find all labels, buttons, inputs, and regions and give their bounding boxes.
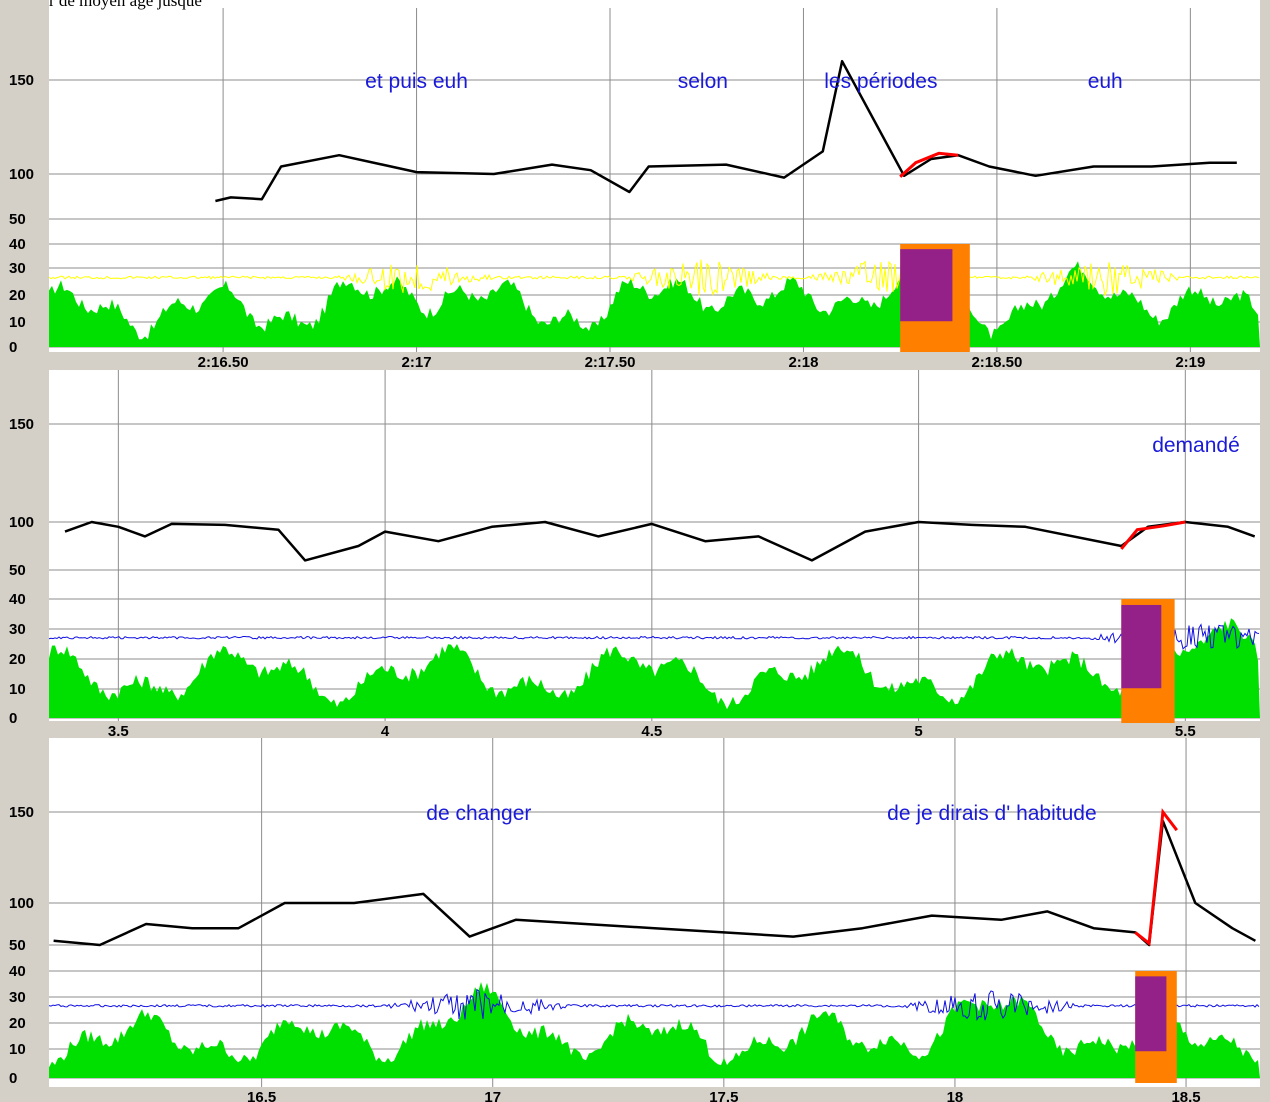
x-tick-label: 5 <box>914 723 922 740</box>
y-tick-label: 40 <box>9 591 26 608</box>
x-tick-label: 17.5 <box>709 1089 738 1102</box>
y-tick-label: 10 <box>9 314 26 331</box>
x-tick-label: 17 <box>484 1089 501 1102</box>
word-annotation: demandé <box>1152 434 1240 457</box>
y-tick-label: 20 <box>9 651 26 668</box>
intensity-area <box>49 618 1260 718</box>
pitch-curve <box>215 59 1237 203</box>
pitch-highlight <box>899 151 959 178</box>
x-tick-label: 2:17 <box>402 354 432 371</box>
x-tick-label: 2:19 <box>1175 354 1205 371</box>
y-tick-label: 0 <box>9 339 17 356</box>
word-annotation: et puis euh <box>365 70 468 93</box>
x-tick-label: 4 <box>381 723 390 740</box>
x-axis-band-2 <box>0 721 1270 738</box>
pitch-highlight <box>1134 808 1178 947</box>
pitch-curve <box>64 520 1256 562</box>
x-tick-label: 2:18.50 <box>971 354 1022 371</box>
y-tick-label: 40 <box>9 963 26 980</box>
x-axis-band-1 <box>0 352 1270 370</box>
y-tick-label: 0 <box>9 710 17 727</box>
pitch-highlight <box>1120 520 1186 550</box>
y-tick-label: 30 <box>9 989 26 1006</box>
y-tick-label: 30 <box>9 621 26 638</box>
y-tick-label: 20 <box>9 287 26 304</box>
pitch-curve <box>53 819 1256 947</box>
waveform-trace <box>48 259 1260 297</box>
x-tick-label: 2:18 <box>788 354 818 371</box>
waveform-trace <box>48 988 1260 1022</box>
word-annotation: de je dirais d' habitude <box>887 802 1097 825</box>
x-tick-label: 4.5 <box>641 723 662 740</box>
intensity-area <box>49 981 1260 1078</box>
y-tick-label: 100 <box>9 514 34 531</box>
word-annotation: les périodes <box>824 70 937 93</box>
y-tick-label: 50 <box>9 211 26 228</box>
y-tick-label: 100 <box>9 895 34 912</box>
y-tick-label: 150 <box>9 804 34 821</box>
x-tick-label: 18.5 <box>1171 1089 1200 1102</box>
y-tick-label: 50 <box>9 562 26 579</box>
x-tick-label: 3.5 <box>108 723 129 740</box>
x-tick-label: 5.5 <box>1175 723 1196 740</box>
y-tick-label: 150 <box>9 416 34 433</box>
right-gutter <box>1260 0 1270 1102</box>
page-caption: à partir de moyen âge jusque <box>6 0 202 10</box>
x-axis-band-3 <box>0 1087 1270 1102</box>
y-tick-label: 20 <box>9 1015 26 1032</box>
y-tick-label: 30 <box>9 260 26 277</box>
waveform-trace <box>48 623 1260 650</box>
x-tick-label: 2:16.50 <box>198 354 249 371</box>
word-annotation: selon <box>678 70 728 93</box>
y-tick-label: 100 <box>9 166 34 183</box>
y-tick-label: 0 <box>9 1070 17 1087</box>
y-tick-label: 10 <box>9 1041 26 1058</box>
y-tick-label: 10 <box>9 681 26 698</box>
highlight-overlap <box>900 249 953 322</box>
y-tick-label: 50 <box>9 937 26 954</box>
x-tick-label: 16.5 <box>247 1089 276 1102</box>
y-tick-label: 40 <box>9 236 26 253</box>
y-axis-gutter <box>0 0 49 1102</box>
highlight-overlap <box>1121 604 1162 689</box>
x-tick-label: 18 <box>947 1089 964 1102</box>
highlight-overlap <box>1135 976 1167 1052</box>
word-annotation: de changer <box>426 802 531 825</box>
word-annotation: euh <box>1088 70 1123 93</box>
x-tick-label: 2:17.50 <box>585 354 636 371</box>
y-tick-label: 150 <box>9 72 34 89</box>
